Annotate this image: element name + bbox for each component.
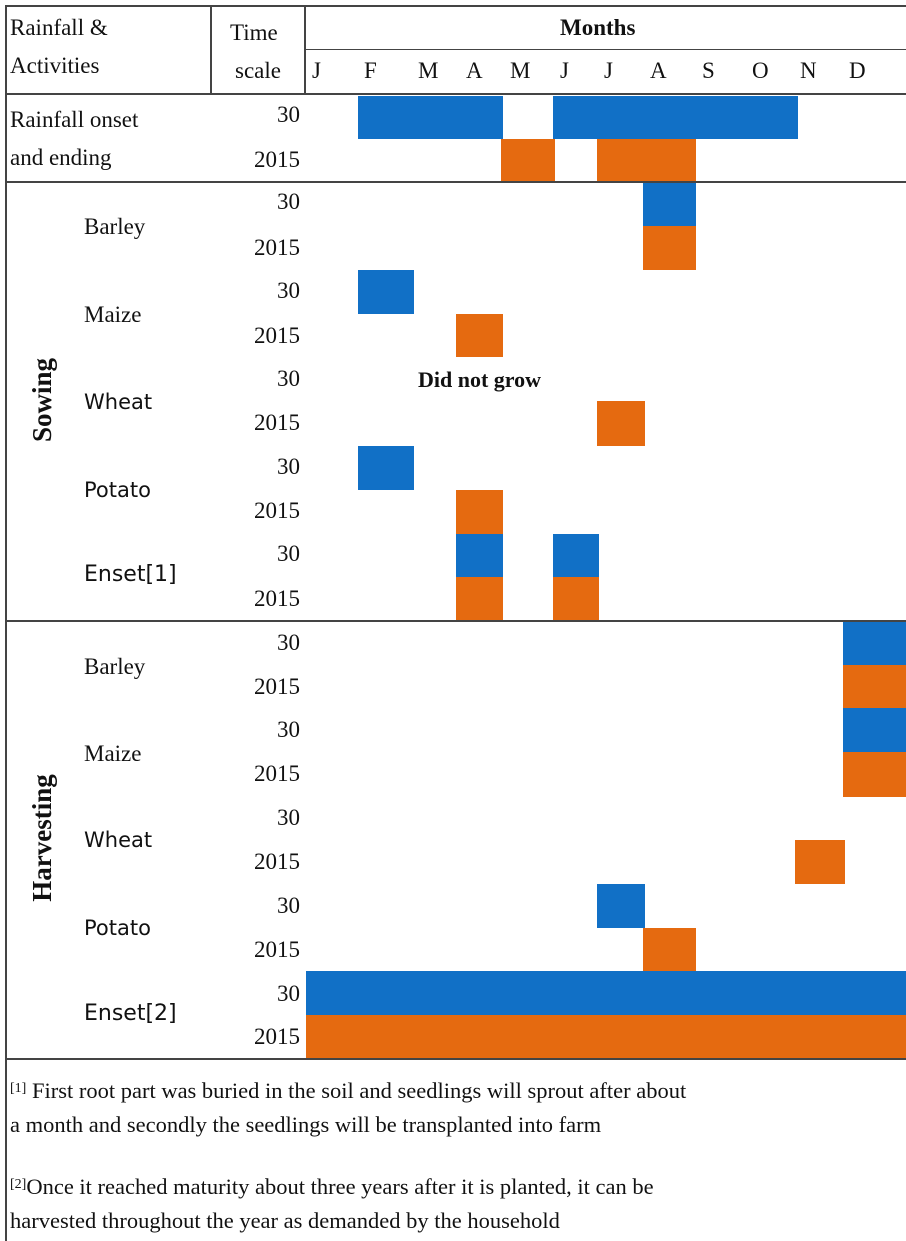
timescale-sow-maize-30: 30 <box>277 278 300 303</box>
harvest-enset-30-bar <box>306 971 906 1015</box>
timescale-rain-30: 30 <box>277 102 300 127</box>
months-underline <box>304 49 906 50</box>
sowing-maize-2015-bar <box>456 314 503 357</box>
table-border-top <box>5 5 906 7</box>
header-activity-line2: Activities <box>10 53 100 78</box>
sow-crop-barley: Barley <box>84 214 146 239</box>
header-time-line1: Time <box>230 20 278 45</box>
sow-crop-wheat: Wheat <box>84 390 153 414</box>
wheat-did-not-grow-note: Did not grow <box>418 367 542 392</box>
harvest-enset-2015-bar <box>306 1015 906 1058</box>
sowing-potato-2015-bar <box>456 490 503 534</box>
harvest-barley-30-bar <box>843 622 906 665</box>
rainfall-30-bar-feb-apr <box>358 96 503 139</box>
table-border-left <box>5 5 7 1241</box>
sowing-barley-2015-bar <box>643 226 696 270</box>
timescale-sow-wheat-2015: 2015 <box>254 410 300 435</box>
sowing-bottom-line <box>5 620 906 622</box>
timescale-har-potato-30: 30 <box>277 893 300 918</box>
harvest-wheat-2015-bar <box>795 840 845 884</box>
harvest-crop-barley: Barley <box>84 654 146 679</box>
footnote-2: [2]Once it reached maturity about three … <box>10 1170 654 1238</box>
sowing-barley-30-bar <box>643 183 696 226</box>
footnote-2-line1: Once it reached maturity about three yea… <box>26 1174 654 1199</box>
timescale-sow-maize-2015: 2015 <box>254 323 300 348</box>
timescale-har-enset-30: 30 <box>277 981 300 1006</box>
month-label-feb: F <box>364 58 377 83</box>
col-divider-activity <box>210 5 212 93</box>
timescale-sow-enset-30: 30 <box>277 541 300 566</box>
month-label-aug: A <box>650 58 667 83</box>
harvest-crop-wheat: Wheat <box>84 828 153 852</box>
month-label-mar: M <box>418 58 439 83</box>
rainfall-2015-bar-may <box>501 139 555 182</box>
rainfall-bottom-line <box>5 181 906 183</box>
harvest-maize-2015-bar <box>843 752 906 797</box>
harvest-crop-potato: Potato <box>84 916 151 940</box>
harvest-crop-enset: Enset[2] <box>84 1001 177 1026</box>
timescale-har-wheat-2015: 2015 <box>254 849 300 874</box>
timescale-har-potato-2015: 2015 <box>254 937 300 962</box>
footnote-1-line2: a month and secondly the seedlings will … <box>10 1112 602 1137</box>
section-label-harvesting: Harvesting <box>27 774 57 902</box>
timescale-sow-barley-2015: 2015 <box>254 235 300 260</box>
footnote-2-marker: [2] <box>10 1177 27 1192</box>
header-activity-line1: Rainfall & <box>10 15 108 40</box>
timescale-har-maize-30: 30 <box>277 717 300 742</box>
harvest-crop-maize: Maize <box>84 741 142 766</box>
sowing-potato-30-bar <box>358 446 414 490</box>
footnote-1-marker: [1] <box>10 1081 27 1096</box>
months-title: Months <box>560 15 636 40</box>
rainfall-2015-bar-jul-aug <box>597 139 696 182</box>
timescale-rain-2015: 2015 <box>254 147 300 172</box>
footnote-1: [1] First root part was buried in the so… <box>10 1074 686 1142</box>
timescale-sow-potato-2015: 2015 <box>254 498 300 523</box>
sowing-enset-2015-bar-apr <box>456 577 503 621</box>
timescale-sow-wheat-30: 30 <box>277 366 300 391</box>
sow-crop-maize: Maize <box>84 302 142 327</box>
header-bottom-line <box>5 93 906 95</box>
section-label-sowing: Sowing <box>27 357 57 443</box>
month-label-oct: O <box>752 58 769 83</box>
rainfall-label-line2: and ending <box>10 145 112 170</box>
timescale-har-wheat-30: 30 <box>277 805 300 830</box>
sowing-enset-30-bar-jun <box>553 534 599 577</box>
harvest-maize-30-bar <box>843 708 906 752</box>
month-label-dec: D <box>849 58 866 83</box>
harvest-barley-2015-bar <box>843 665 906 708</box>
timescale-har-barley-30: 30 <box>277 630 300 655</box>
month-label-jan: J <box>312 58 321 83</box>
sowing-enset-2015-bar-jun <box>553 577 599 621</box>
sowing-maize-30-bar <box>358 270 414 314</box>
rainfall-30-bar-jun-oct <box>553 96 798 139</box>
timescale-har-barley-2015: 2015 <box>254 674 300 699</box>
month-label-sep: S <box>702 58 715 83</box>
month-label-apr: A <box>466 58 483 83</box>
harvest-bottom-line <box>5 1058 906 1060</box>
month-label-nov: N <box>800 58 817 83</box>
header-time-line2: scale <box>235 58 281 83</box>
timescale-sow-potato-30: 30 <box>277 454 300 479</box>
footnote-2-line2: harvested throughout the year as demande… <box>10 1208 560 1233</box>
sowing-wheat-2015-bar <box>597 401 645 446</box>
sow-crop-enset: Enset[1] <box>84 562 177 587</box>
sow-crop-potato: Potato <box>84 478 151 502</box>
timescale-har-enset-2015: 2015 <box>254 1024 300 1049</box>
footnote-1-line1: First root part was buried in the soil a… <box>26 1078 687 1103</box>
month-label-jul: J <box>604 58 613 83</box>
harvest-potato-2015-bar <box>643 928 696 971</box>
month-label-jun: J <box>560 58 569 83</box>
rainfall-label-line1: Rainfall onset <box>10 107 139 132</box>
month-label-may: M <box>510 58 531 83</box>
harvest-potato-30-bar <box>597 884 645 928</box>
timescale-har-maize-2015: 2015 <box>254 761 300 786</box>
timescale-sow-enset-2015: 2015 <box>254 586 300 611</box>
sowing-enset-30-bar-apr <box>456 534 503 577</box>
timescale-sow-barley-30: 30 <box>277 189 300 214</box>
